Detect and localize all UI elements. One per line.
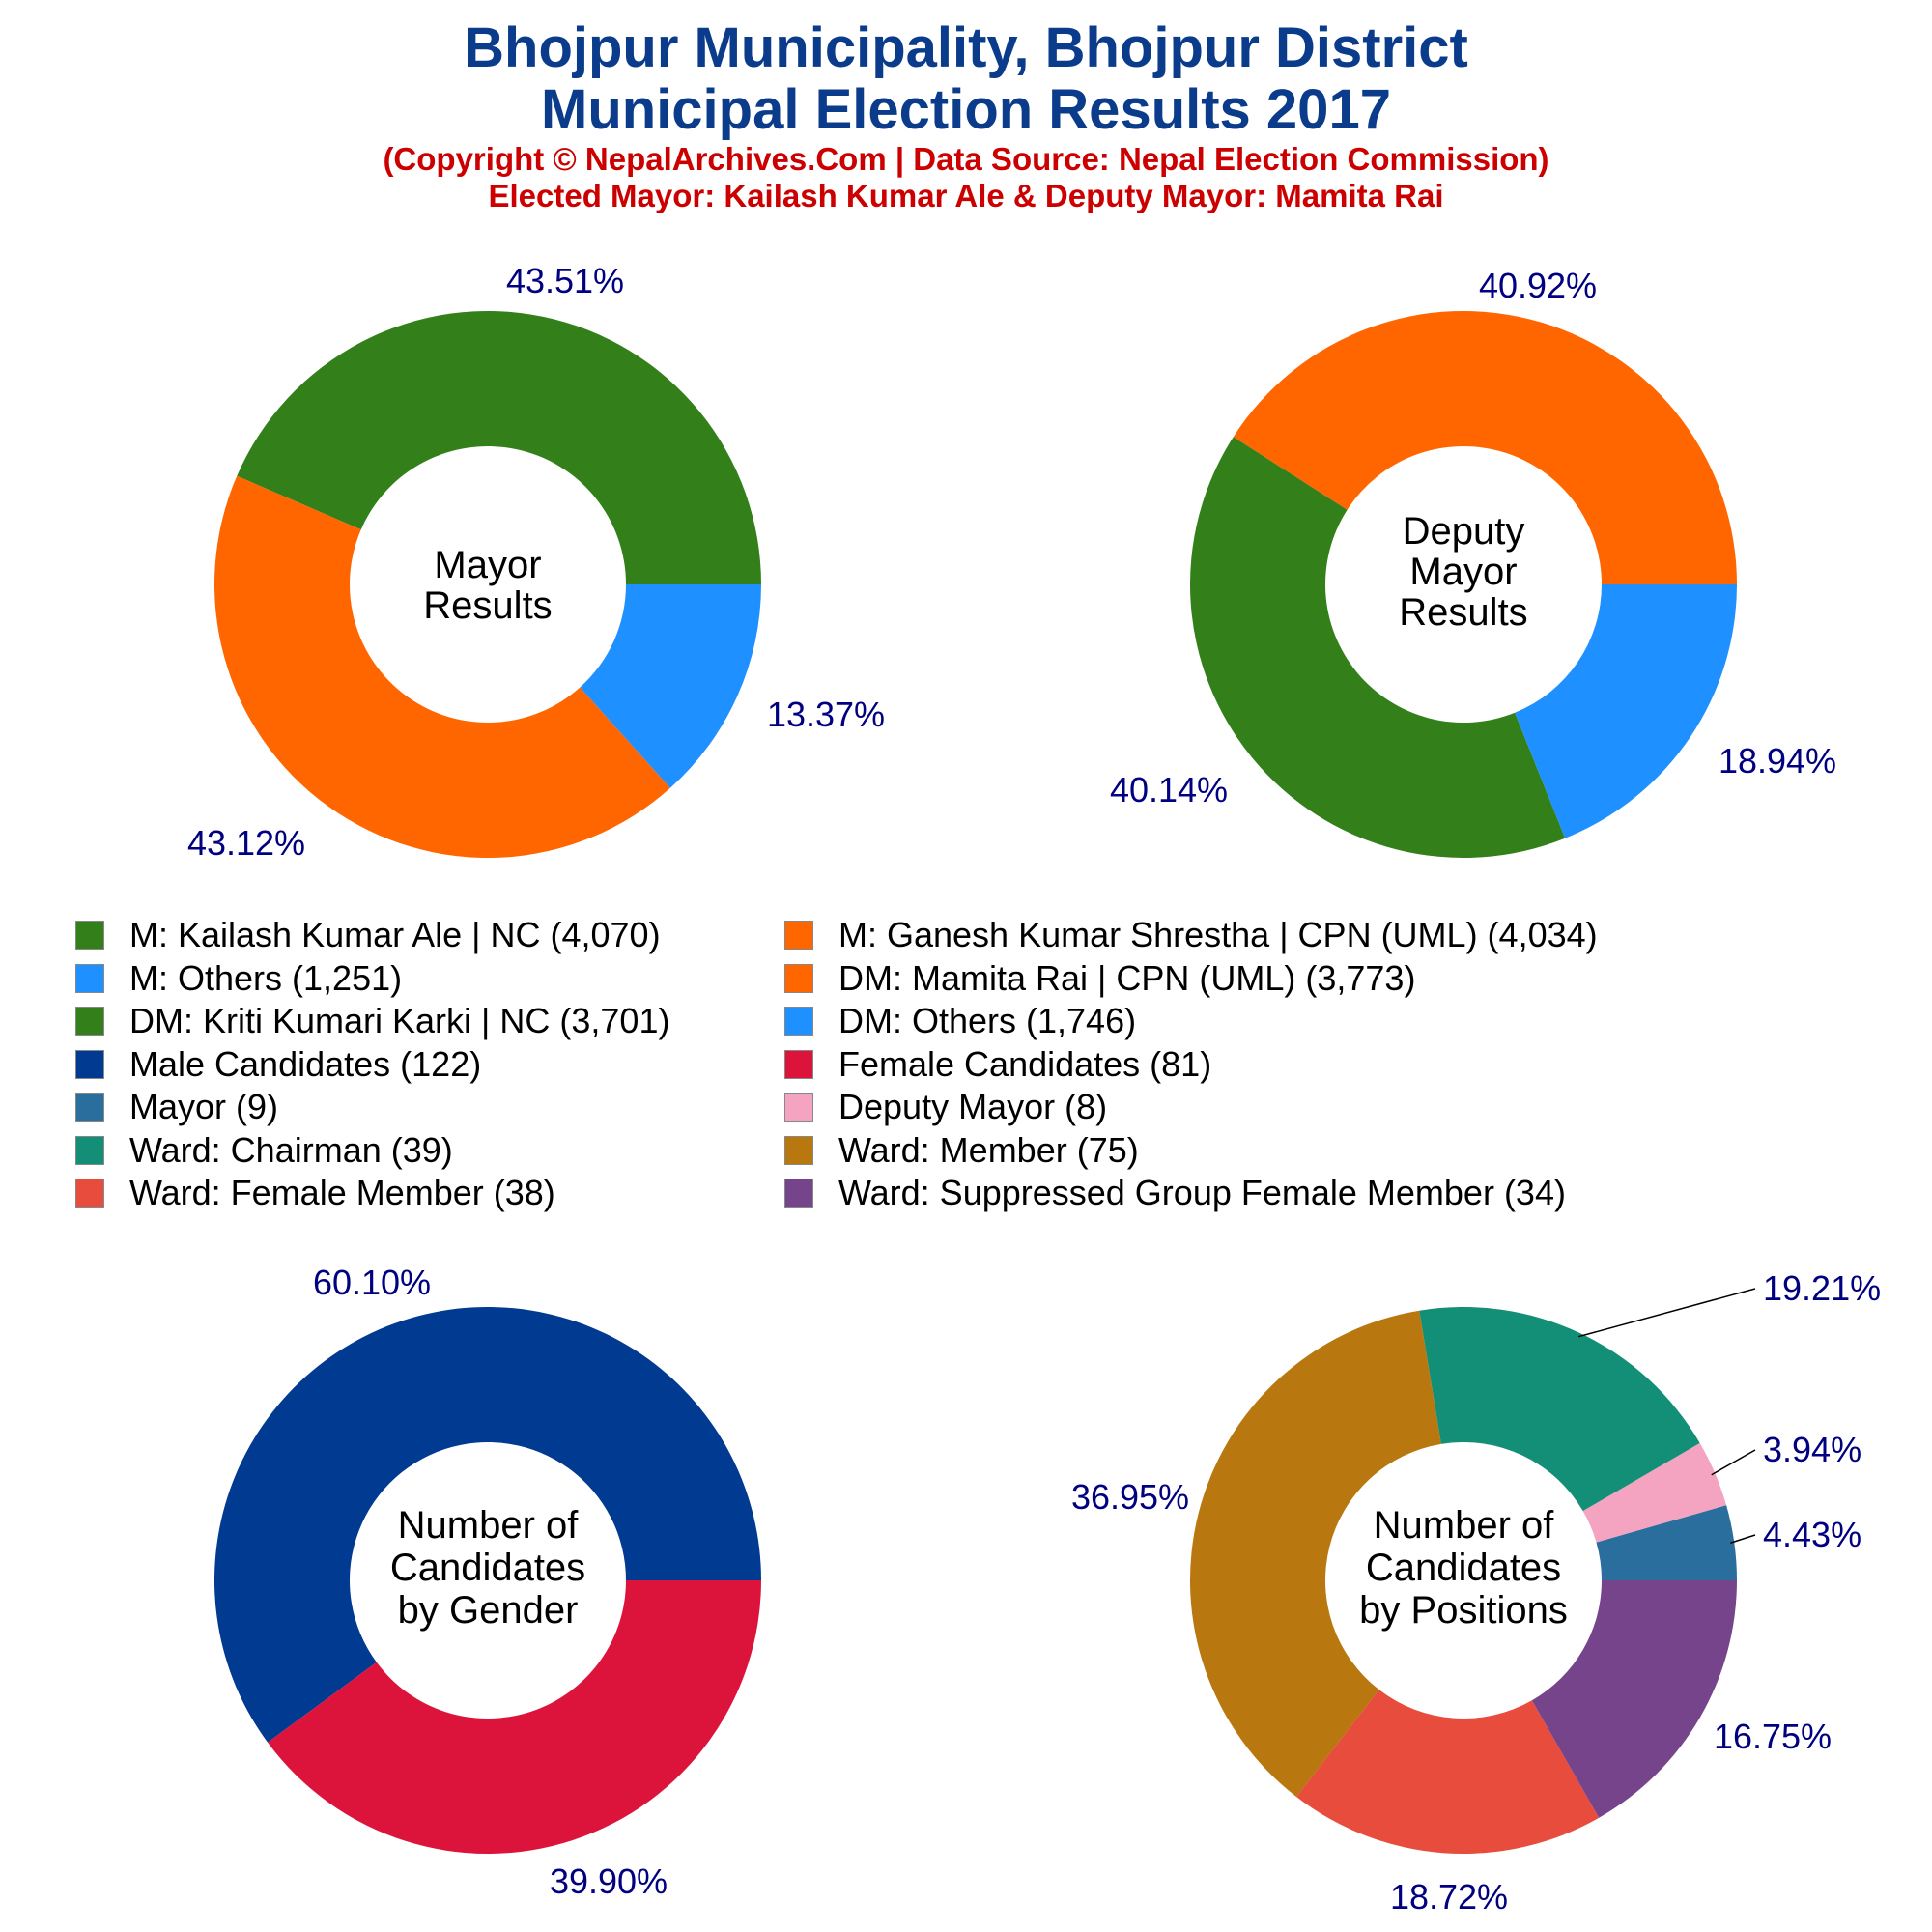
deputy-percent-label-0: 40.92% (1479, 266, 1597, 305)
legend-label: Ward: Chairman (39) (129, 1129, 453, 1170)
legend-item: DM: Mamita Rai | CPN (UML) (3,773) (784, 957, 1598, 1001)
deputy-center-label-line-2: Results (1399, 591, 1527, 634)
legend-label: Mayor (9) (129, 1087, 279, 1127)
positions-percent-label-4: 18.72% (1390, 1877, 1508, 1917)
legend-item: Ward: Suppressed Group Female Member (34… (784, 1172, 1598, 1215)
legend-swatch (75, 1093, 104, 1122)
gender-center-label-line-1: Candidates (390, 1547, 585, 1589)
legend-label: M: Others (1,251) (129, 957, 403, 998)
positions-leader-line-0 (1730, 1534, 1756, 1544)
legend-label: Male Candidates (122) (129, 1043, 482, 1084)
legend-swatch (75, 963, 104, 993)
legend-swatch (75, 921, 104, 951)
legend-swatch (75, 1179, 104, 1208)
gender-slice-0 (213, 1307, 761, 1743)
deputy-slice-2 (1515, 584, 1737, 838)
legend-swatch (784, 1007, 813, 1037)
deputy-slice-0 (1233, 311, 1737, 584)
mayor-percent-label-1: 43.12% (187, 823, 305, 863)
legend-swatch (784, 921, 813, 951)
mayor-center-label-line-1: Results (423, 584, 552, 627)
legend-column-right: M: Ganesh Kumar Shrestha | CPN (UML) (4,… (784, 914, 1598, 1215)
legend-swatch (784, 1179, 813, 1208)
positions-center-label-line-2: by Positions (1359, 1589, 1568, 1632)
legend-label: DM: Others (1,746) (838, 1001, 1137, 1041)
positions-leader-line-2 (1577, 1288, 1756, 1338)
chart-header: Bhojpur Municipality, Bhojpur District M… (0, 17, 1932, 214)
legend-label: Ward: Suppressed Group Female Member (34… (838, 1173, 1566, 1213)
positions-donut: 4.43% 3.94% 19.21% 36.95% 18.72% 16.75% Number… (1071, 1268, 1881, 1917)
legend-label: Deputy Mayor (8) (838, 1087, 1108, 1127)
legend-label: M: Ganesh Kumar Shrestha | CPN (UML) (4,… (838, 915, 1598, 955)
positions-percent-label-2: 19.21% (1763, 1268, 1881, 1308)
positions-percent-label-5: 16.75% (1714, 1717, 1832, 1756)
positions-center-label-line-0: Number of (1374, 1504, 1555, 1547)
legend-item: Deputy Mayor (8) (784, 1086, 1598, 1129)
title-line-1: Bhojpur Municipality, Bhojpur District (464, 16, 1468, 79)
gender-center-label-line-2: by Gender (398, 1589, 579, 1632)
legend-item: Mayor (9) (75, 1086, 669, 1129)
legend-label: DM: Mamita Rai | CPN (UML) (3,773) (838, 957, 1416, 998)
legend-item: M: Ganesh Kumar Shrestha | CPN (UML) (4,… (784, 914, 1598, 957)
legend-swatch (784, 1049, 813, 1079)
mayor-slice-2 (580, 584, 761, 788)
mayor-percent-label-2: 13.37% (767, 695, 885, 734)
legend-item: Ward: Member (75) (784, 1129, 1598, 1173)
deputy-center-label-line-1: Mayor (1409, 551, 1517, 593)
gender-percent-label-0: 60.10% (313, 1263, 431, 1302)
positions-slice-0 (1596, 1505, 1737, 1580)
positions-slice-5 (1531, 1580, 1737, 1818)
mayor-percent-label-0: 43.51% (506, 261, 624, 300)
positions-percent-label-0: 4.43% (1763, 1515, 1861, 1554)
legend-swatch (75, 1049, 104, 1079)
legend-label: DM: Kriti Kumari Karki | NC (3,701) (129, 1001, 670, 1041)
legend-swatch (75, 1007, 104, 1037)
deputy-slice-1 (1189, 437, 1566, 858)
positions-percent-label-3: 36.95% (1071, 1477, 1189, 1517)
positions-slice-1 (1582, 1442, 1727, 1543)
gender-slice-1 (268, 1580, 761, 1854)
legend-swatch (75, 1135, 104, 1165)
deputy-percent-label-1: 40.14% (1110, 770, 1228, 810)
legend-item: DM: Kriti Kumari Karki | NC (3,701) (75, 1000, 669, 1043)
legend-item: M: Others (1,251) (75, 957, 669, 1001)
gender-center-label-line-0: Number of (398, 1504, 580, 1547)
title-line-2: Municipal Election Results 2017 (541, 78, 1391, 141)
legend-item: Male Candidates (122) (75, 1043, 669, 1087)
legend-swatch (784, 963, 813, 993)
positions-slice-2 (1419, 1307, 1700, 1512)
mayor-slice-0 (237, 311, 761, 584)
legend-label: M: Kailash Kumar Ale | NC (4,070) (129, 915, 661, 955)
positions-leader-line-1 (1711, 1449, 1756, 1476)
positions-slice-3 (1190, 1310, 1441, 1797)
legend-item: Female Candidates (81) (784, 1043, 1598, 1087)
legend-label: Ward: Female Member (38) (129, 1173, 555, 1213)
legend-item: Ward: Female Member (38) (75, 1172, 669, 1215)
mayor-slice-1 (214, 475, 670, 858)
subtitle-line-1: (Copyright © NepalArchives.Com | Data So… (383, 141, 1549, 177)
subtitle-line-2: Elected Mayor: Kailash Kumar Ale & Deput… (488, 178, 1444, 213)
deputy-percent-label-2: 18.94% (1719, 741, 1836, 781)
gender-percent-label-1: 39.90% (550, 1861, 668, 1901)
legend-label: Ward: Member (75) (838, 1129, 1139, 1170)
legend-label: Female Candidates (81) (838, 1043, 1212, 1084)
deputy-center-label-line-0: Deputy (1403, 510, 1525, 553)
mayor-center-label-line-0: Mayor (434, 544, 541, 586)
legend-swatch (784, 1093, 813, 1122)
positions-percent-label-1: 3.94% (1763, 1430, 1861, 1469)
legend-item: DM: Others (1,746) (784, 1000, 1598, 1043)
legend-column-left: M: Kailash Kumar Ale | NC (4,070) M: Othe… (75, 914, 669, 1215)
positions-slice-4 (1295, 1690, 1600, 1854)
legend-item: Ward: Chairman (39) (75, 1129, 669, 1173)
positions-center-label-line-1: Candidates (1366, 1547, 1561, 1589)
legend-item: M: Kailash Kumar Ale | NC (4,070) (75, 914, 669, 957)
legend-swatch (784, 1135, 813, 1165)
